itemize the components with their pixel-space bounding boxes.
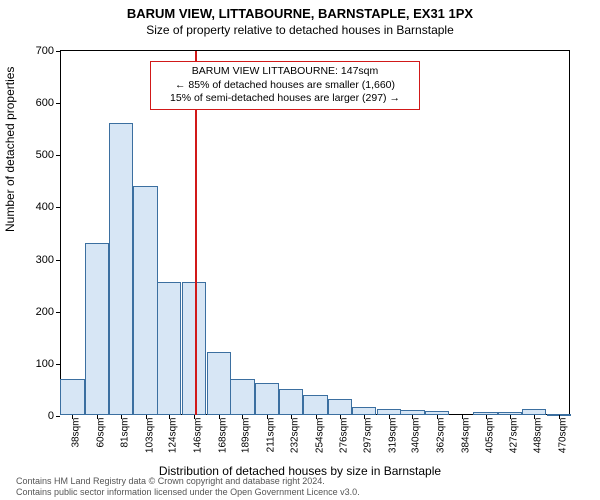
y-tick-mark xyxy=(56,155,60,156)
x-tick-mark xyxy=(97,415,98,419)
x-tick-mark xyxy=(462,415,463,419)
x-tick-label: 276sqm xyxy=(339,418,350,454)
x-tick-mark xyxy=(291,415,292,419)
x-tick-mark xyxy=(486,415,487,419)
histogram-bar xyxy=(255,383,279,415)
x-tick-label: 427sqm xyxy=(509,418,520,454)
y-tick-label: 0 xyxy=(20,410,54,422)
annotation-box: BARUM VIEW LITTABOURNE: 147sqm← 85% of d… xyxy=(150,61,420,110)
histogram-bar xyxy=(182,282,206,415)
x-tick-label: 232sqm xyxy=(289,418,300,454)
footer-attribution: Contains HM Land Registry data © Crown c… xyxy=(16,476,360,498)
y-tick-mark xyxy=(56,51,60,52)
y-axis-label: Number of detached properties xyxy=(3,67,17,232)
y-axis xyxy=(60,51,61,415)
histogram-bar xyxy=(230,379,254,416)
x-tick-mark xyxy=(559,415,560,419)
x-tick-mark xyxy=(364,415,365,419)
chart-area: 010020030040050060070038sqm60sqm81sqm103… xyxy=(60,50,570,415)
x-tick-label: 297sqm xyxy=(362,418,373,454)
x-tick-label: 189sqm xyxy=(241,418,252,454)
histogram-bar xyxy=(109,123,133,415)
x-tick-label: 362sqm xyxy=(436,418,447,454)
x-tick-label: 254sqm xyxy=(314,418,325,454)
x-tick-label: 384sqm xyxy=(460,418,471,454)
histogram-bar xyxy=(207,352,231,415)
annotation-line: BARUM VIEW LITTABOURNE: 147sqm xyxy=(157,65,413,79)
annotation-line: ← 85% of detached houses are smaller (1,… xyxy=(157,79,413,93)
x-tick-mark xyxy=(437,415,438,419)
y-tick-label: 200 xyxy=(20,306,54,318)
x-tick-mark xyxy=(316,415,317,419)
chart-title: BARUM VIEW, LITTABOURNE, BARNSTAPLE, EX3… xyxy=(0,0,600,21)
plot-region: 010020030040050060070038sqm60sqm81sqm103… xyxy=(60,50,570,415)
x-tick-label: 146sqm xyxy=(192,418,203,454)
x-tick-label: 38sqm xyxy=(71,418,82,448)
histogram-bar xyxy=(157,282,181,415)
histogram-bar xyxy=(303,395,327,415)
footer-line: Contains HM Land Registry data © Crown c… xyxy=(16,476,360,487)
histogram-bar xyxy=(328,399,352,415)
x-tick-label: 470sqm xyxy=(557,418,568,454)
x-tick-mark xyxy=(412,415,413,419)
x-tick-mark xyxy=(72,415,73,419)
y-tick-label: 100 xyxy=(20,358,54,370)
y-tick-label: 700 xyxy=(20,45,54,57)
histogram-bar xyxy=(133,186,157,415)
x-tick-mark xyxy=(510,415,511,419)
footer-line: Contains public sector information licen… xyxy=(16,487,360,498)
x-tick-mark xyxy=(534,415,535,419)
histogram-bar xyxy=(352,407,376,415)
x-tick-mark xyxy=(242,415,243,419)
x-tick-mark xyxy=(340,415,341,419)
histogram-bar xyxy=(85,243,109,415)
x-tick-label: 103sqm xyxy=(144,418,155,454)
x-tick-mark xyxy=(121,415,122,419)
x-tick-label: 168sqm xyxy=(217,418,228,454)
y-tick-mark xyxy=(56,103,60,104)
x-tick-label: 211sqm xyxy=(266,418,277,453)
x-tick-label: 60sqm xyxy=(96,418,107,448)
y-tick-label: 500 xyxy=(20,149,54,161)
y-tick-mark xyxy=(56,416,60,417)
annotation-line: 15% of semi-detached houses are larger (… xyxy=(157,92,413,106)
x-tick-label: 124sqm xyxy=(168,418,179,454)
x-tick-mark xyxy=(194,415,195,419)
histogram-bar xyxy=(279,389,303,415)
x-tick-mark xyxy=(219,415,220,419)
x-tick-label: 405sqm xyxy=(484,418,495,454)
x-tick-mark xyxy=(169,415,170,419)
y-tick-mark xyxy=(56,207,60,208)
x-tick-label: 448sqm xyxy=(532,418,543,454)
y-tick-label: 300 xyxy=(20,254,54,266)
x-tick-label: 319sqm xyxy=(387,418,398,454)
chart-container: BARUM VIEW, LITTABOURNE, BARNSTAPLE, EX3… xyxy=(0,0,600,500)
y-tick-mark xyxy=(56,364,60,365)
x-tick-mark xyxy=(389,415,390,419)
y-tick-label: 400 xyxy=(20,201,54,213)
y-tick-mark xyxy=(56,312,60,313)
y-tick-label: 600 xyxy=(20,97,54,109)
x-tick-label: 340sqm xyxy=(411,418,422,454)
chart-subtitle: Size of property relative to detached ho… xyxy=(0,21,600,37)
x-tick-label: 81sqm xyxy=(119,418,130,448)
x-tick-mark xyxy=(267,415,268,419)
x-tick-mark xyxy=(146,415,147,419)
histogram-bar xyxy=(60,379,84,416)
y-tick-mark xyxy=(56,260,60,261)
